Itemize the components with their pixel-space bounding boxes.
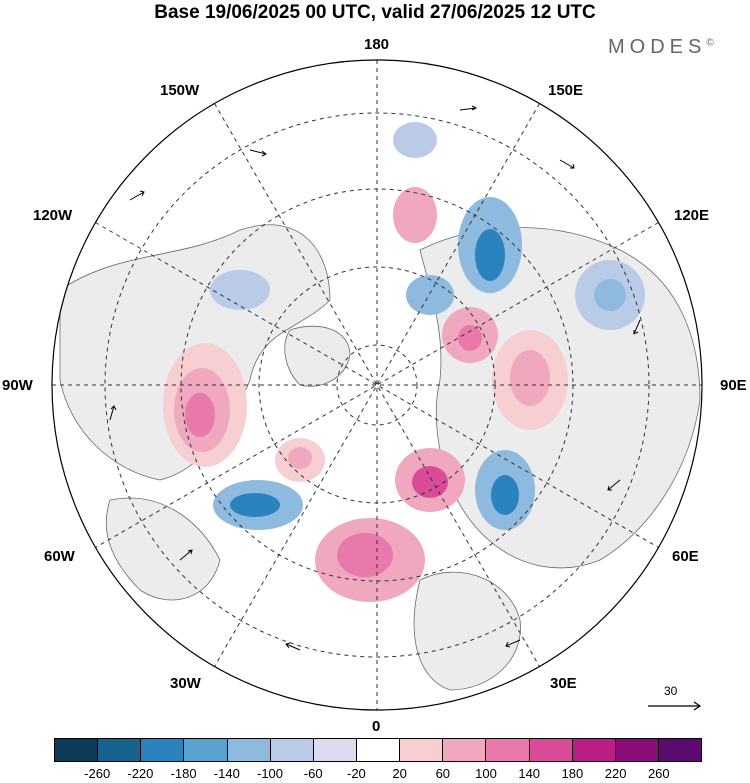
colorbar-tick-label: 100 <box>475 766 497 781</box>
lon-label-60e: 60E <box>672 548 699 565</box>
map-boundary <box>51 59 703 711</box>
colorbar-tick-label: -100 <box>256 766 284 781</box>
colorbar-swatch <box>658 739 702 761</box>
colorbar-swatch <box>227 739 271 761</box>
colorbar-swatch <box>443 739 487 761</box>
wind-arrows <box>109 105 641 651</box>
reference-vector-label: 30 <box>664 684 678 698</box>
colorbar-swatch <box>313 739 357 761</box>
colorbar-swatch <box>400 739 444 761</box>
lon-label-150e: 150E <box>548 82 584 99</box>
lon-label-0: 0 <box>372 718 381 735</box>
lon-label-90e: 90E <box>720 377 747 394</box>
colorbar-tick-label: 220 <box>604 766 627 781</box>
anomaly-shading <box>163 122 645 602</box>
colorbar <box>54 738 702 762</box>
colorbar-tick-label: 140 <box>518 766 541 781</box>
colorbar-swatch <box>184 739 228 761</box>
logo-mark: © <box>706 37 714 49</box>
colorbar-tick-label: -220 <box>127 766 154 781</box>
colorbar-swatch <box>486 739 530 761</box>
colorbar-tick-label: -140 <box>213 766 240 781</box>
colorbar-tick-label: -180 <box>170 766 197 781</box>
colorbar-tick-label: -20 <box>346 766 366 781</box>
lon-label-180: 180 <box>364 36 390 53</box>
lon-label-60w: 60W <box>44 548 75 565</box>
colorbar-swatch <box>98 739 142 761</box>
colorbar-tick-label: 180 <box>561 766 584 781</box>
reference-vector-arrow <box>648 701 702 711</box>
colorbar-swatch <box>529 739 573 761</box>
colorbar-swatch <box>572 739 616 761</box>
colorbar-tick-label: -260 <box>84 766 111 781</box>
graticule <box>52 60 702 710</box>
modes-logo: MODES© <box>608 36 714 59</box>
map-title: Base 19/06/2025 00 UTC, valid 27/06/2025… <box>154 2 596 23</box>
lon-label-120w: 120W <box>33 207 73 224</box>
lon-label-120e: 120E <box>674 207 710 224</box>
lon-label-30e: 30E <box>550 675 577 692</box>
colorbar-tick-label: 20 <box>392 766 407 781</box>
lon-label-30w: 30W <box>170 675 201 692</box>
colorbar-swatch <box>615 739 659 761</box>
logo-text: MODES <box>608 36 707 58</box>
colorbar-tick-label: -60 <box>303 766 323 781</box>
colorbar-tick-label: 60 <box>435 766 451 781</box>
lon-label-90w: 90W <box>2 377 33 394</box>
colorbar-swatch <box>141 739 185 761</box>
colorbar-swatch <box>55 739 99 761</box>
colorbar-swatch <box>356 739 401 761</box>
lon-label-150w: 150W <box>160 82 200 99</box>
colorbar-ticks: -260 -220 -180 -140 -100 -60 -20 20 60 100 140 180 2… <box>0 766 750 782</box>
colorbar-swatch <box>270 739 314 761</box>
colorbar-tick-label: 260 <box>647 766 670 781</box>
